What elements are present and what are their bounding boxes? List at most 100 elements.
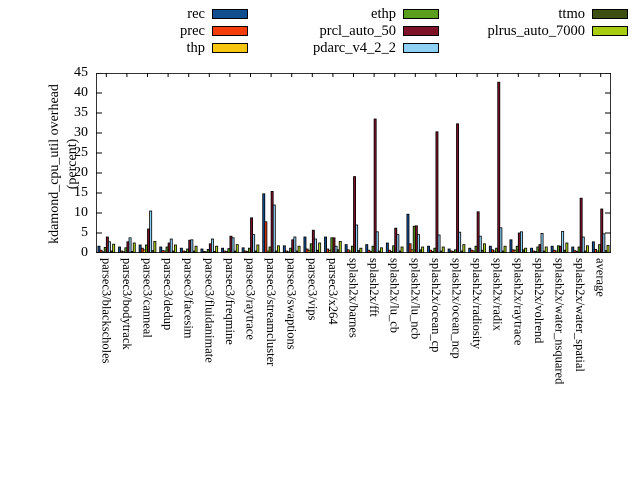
bar-pdarc_v4_2_2-splash2x-volrend — [540, 232, 544, 253]
bar-pdarc_v4_2_2-parsec3-raytrace — [252, 234, 256, 253]
bar-rec-splash2x-water-spatial — [571, 246, 575, 253]
bar-pdarc_v4_2_2-splash2x-lu-ncb — [416, 234, 420, 253]
bar-prcl_auto_50-average — [600, 208, 604, 253]
bar-plrus_auto_7000-splash2x-lu-cb — [400, 246, 404, 253]
bar-prec-splash2x-lu-ncb — [408, 243, 412, 253]
bar-plrus_auto_7000-splash2x-radiosity — [482, 243, 486, 253]
bar-rec-parsec3-dedup — [159, 246, 163, 253]
bar-rec-parsec3-raytrace — [241, 247, 245, 253]
legend-label-thp: thp — [186, 40, 205, 56]
bar-plrus_auto_7000-average — [606, 244, 610, 253]
bar-plrus_auto_7000-parsec3-freqmine — [235, 244, 239, 253]
x-tick-label-splash2x-lu-cb: splash2x/lu_cb — [387, 258, 402, 333]
bar-plrus_auto_7000-splash2x-fft — [379, 247, 383, 253]
legend-swatch-ethp — [403, 9, 439, 19]
bar-prcl_auto_50-splash2x-radiosity — [476, 211, 480, 253]
bar-prcl_auto_50-splash2x-radix — [497, 81, 501, 253]
bar-rec-splash2x-raytrace — [509, 239, 513, 253]
legend-swatch-ttmo — [592, 9, 628, 19]
y-tick-label-10: 10 — [74, 205, 88, 220]
x-tick-label-splash2x-fft: splash2x/fft — [367, 258, 382, 317]
bar-prec-parsec3-streamcluster — [264, 221, 268, 253]
y-tick-label-30: 30 — [74, 125, 88, 140]
x-tick-label-splash2x-ocean-ncp: splash2x/ocean_ncp — [449, 258, 464, 359]
bar-rec-splash2x-lu-cb — [385, 242, 389, 253]
bar-pdarc_v4_2_2-splash2x-fft — [375, 231, 379, 253]
x-tick-label-parsec3-bodytrack: parsec3/bodytrack — [119, 258, 134, 350]
bar-pdarc_v4_2_2-splash2x-ocean-cp — [437, 234, 441, 253]
bar-plrus_auto_7000-parsec3-bodytrack — [132, 242, 136, 253]
x-tick-label-parsec3-streamcluster: parsec3/streamcluster — [264, 258, 279, 367]
x-tick-label-parsec3-dedup: parsec3/dedup — [161, 258, 176, 331]
x-tick-label-splash2x-volrend: splash2x/volrend — [531, 258, 546, 344]
legend-swatch-thp — [212, 43, 248, 53]
x-tick-label-splash2x-raytrace: splash2x/raytrace — [511, 258, 526, 346]
y-tick-label-5: 5 — [81, 225, 88, 240]
bar-pdarc_v4_2_2-splash2x-lu-cb — [396, 234, 400, 253]
x-tick-label-average: average — [593, 258, 608, 297]
bar-pdarc_v4_2_2-parsec3-dedup — [169, 238, 173, 253]
legend-label-pdarc_v4_2_2: pdarc_v4_2_2 — [313, 40, 396, 56]
legend-label-prec: prec — [180, 23, 205, 39]
legend-swatch-plrus_auto_7000 — [592, 26, 628, 36]
x-tick-label-parsec3-vips: parsec3/vips — [305, 258, 320, 321]
legend-swatch-rec — [212, 9, 248, 19]
legend-label-ttmo: ttmo — [558, 6, 585, 22]
bar-plrus_auto_7000-splash2x-water-nsquared — [565, 242, 569, 253]
x-tick-label-parsec3-swaptions: parsec3/swaptions — [284, 258, 299, 350]
bar-pdarc_v4_2_2-parsec3-vips — [313, 238, 317, 253]
axes-frame — [96, 73, 611, 253]
y-tick-label-25: 25 — [74, 145, 88, 160]
x-tick-label-parsec3-fluidanimate: parsec3/fluidanimate — [202, 258, 217, 363]
bar-pdarc_v4_2_2-parsec3-canneal — [149, 210, 153, 253]
x-tick-label-splash2x-barnes: splash2x/barnes — [346, 258, 361, 338]
x-tick-label-splash2x-water-spatial: splash2x/water_spatial — [573, 258, 588, 372]
bar-plrus_auto_7000-parsec3-fluidanimate — [215, 245, 219, 253]
bar-plrus_auto_7000-splash2x-radix — [503, 245, 507, 253]
x-tick-label-splash2x-radix: splash2x/radix — [490, 258, 505, 331]
bar-pdarc_v4_2_2-parsec3-blackscholes — [107, 241, 111, 253]
bar-plrus_auto_7000-splash2x-volrend — [544, 246, 548, 253]
bar-plrus_auto_7000-parsec3-facesim — [194, 245, 198, 253]
legend-swatch-prec — [212, 26, 248, 36]
bar-plrus_auto_7000-parsec3-vips — [318, 242, 322, 253]
bar-pdarc_v4_2_2-parsec3-freqmine — [231, 237, 235, 253]
y-tick-label-35: 35 — [74, 105, 88, 120]
bar-prcl_auto_50-splash2x-fft — [373, 118, 377, 253]
bar-rec-average — [591, 241, 595, 253]
bar-plrus_auto_7000-parsec3-swaptions — [297, 245, 301, 253]
x-tick-label-splash2x-water-nsquared: splash2x/water_nsquared — [552, 258, 567, 385]
legend-swatch-pdarc_v4_2_2 — [403, 43, 439, 53]
bar-plrus_auto_7000-splash2x-lu-ncb — [421, 246, 425, 253]
bar-pdarc_v4_2_2-splash2x-raytrace — [519, 231, 523, 253]
bar-rec-parsec3-vips — [303, 236, 307, 253]
bar-rec-parsec3-x264 — [324, 236, 327, 253]
y-tick-label-45: 45 — [74, 65, 88, 80]
legend-label-prcl_auto_50: prcl_auto_50 — [319, 23, 396, 39]
bar-pdarc_v4_2_2-splash2x-water-nsquared — [561, 230, 565, 253]
bar-plrus_auto_7000-parsec3-streamcluster — [276, 245, 280, 253]
bar-pdarc_v4_2_2-splash2x-water-spatial — [581, 236, 585, 253]
bar-pdarc_v4_2_2-parsec3-swaptions — [293, 236, 297, 253]
bar-rec-splash2x-fft — [365, 244, 369, 253]
x-tick-label-splash2x-lu-ncb: splash2x/lu_ncb — [408, 258, 423, 340]
x-tick-label-splash2x-radiosity: splash2x/radiosity — [470, 258, 485, 349]
bar-pdarc_v4_2_2-splash2x-radix — [499, 227, 503, 253]
plot-svg — [96, 73, 611, 253]
bar-plrus_auto_7000-parsec3-dedup — [174, 244, 177, 253]
bar-pdarc_v4_2_2-parsec3-fluidanimate — [211, 238, 214, 253]
y-tick-label-40: 40 — [74, 85, 88, 100]
bar-prcl_auto_50-splash2x-barnes — [353, 176, 356, 253]
legend-label-rec: rec — [187, 6, 205, 22]
bar-rec-parsec3-bodytrack — [118, 246, 121, 253]
y-tick-label-0: 0 — [81, 245, 88, 260]
bar-rec-parsec3-swaptions — [282, 245, 286, 253]
x-tick-label-parsec3-facesim: parsec3/facesim — [181, 258, 196, 339]
bar-pdarc_v4_2_2-average — [602, 233, 606, 253]
x-tick-label-parsec3-freqmine: parsec3/freqmine — [222, 258, 237, 345]
bar-plrus_auto_7000-splash2x-ocean-cp — [441, 246, 445, 253]
x-tick-label-splash2x-ocean-cp: splash2x/ocean_cp — [428, 258, 443, 353]
bar-plrus_auto_7000-parsec3-x264 — [338, 240, 342, 253]
y-tick-label-15: 15 — [74, 185, 88, 200]
